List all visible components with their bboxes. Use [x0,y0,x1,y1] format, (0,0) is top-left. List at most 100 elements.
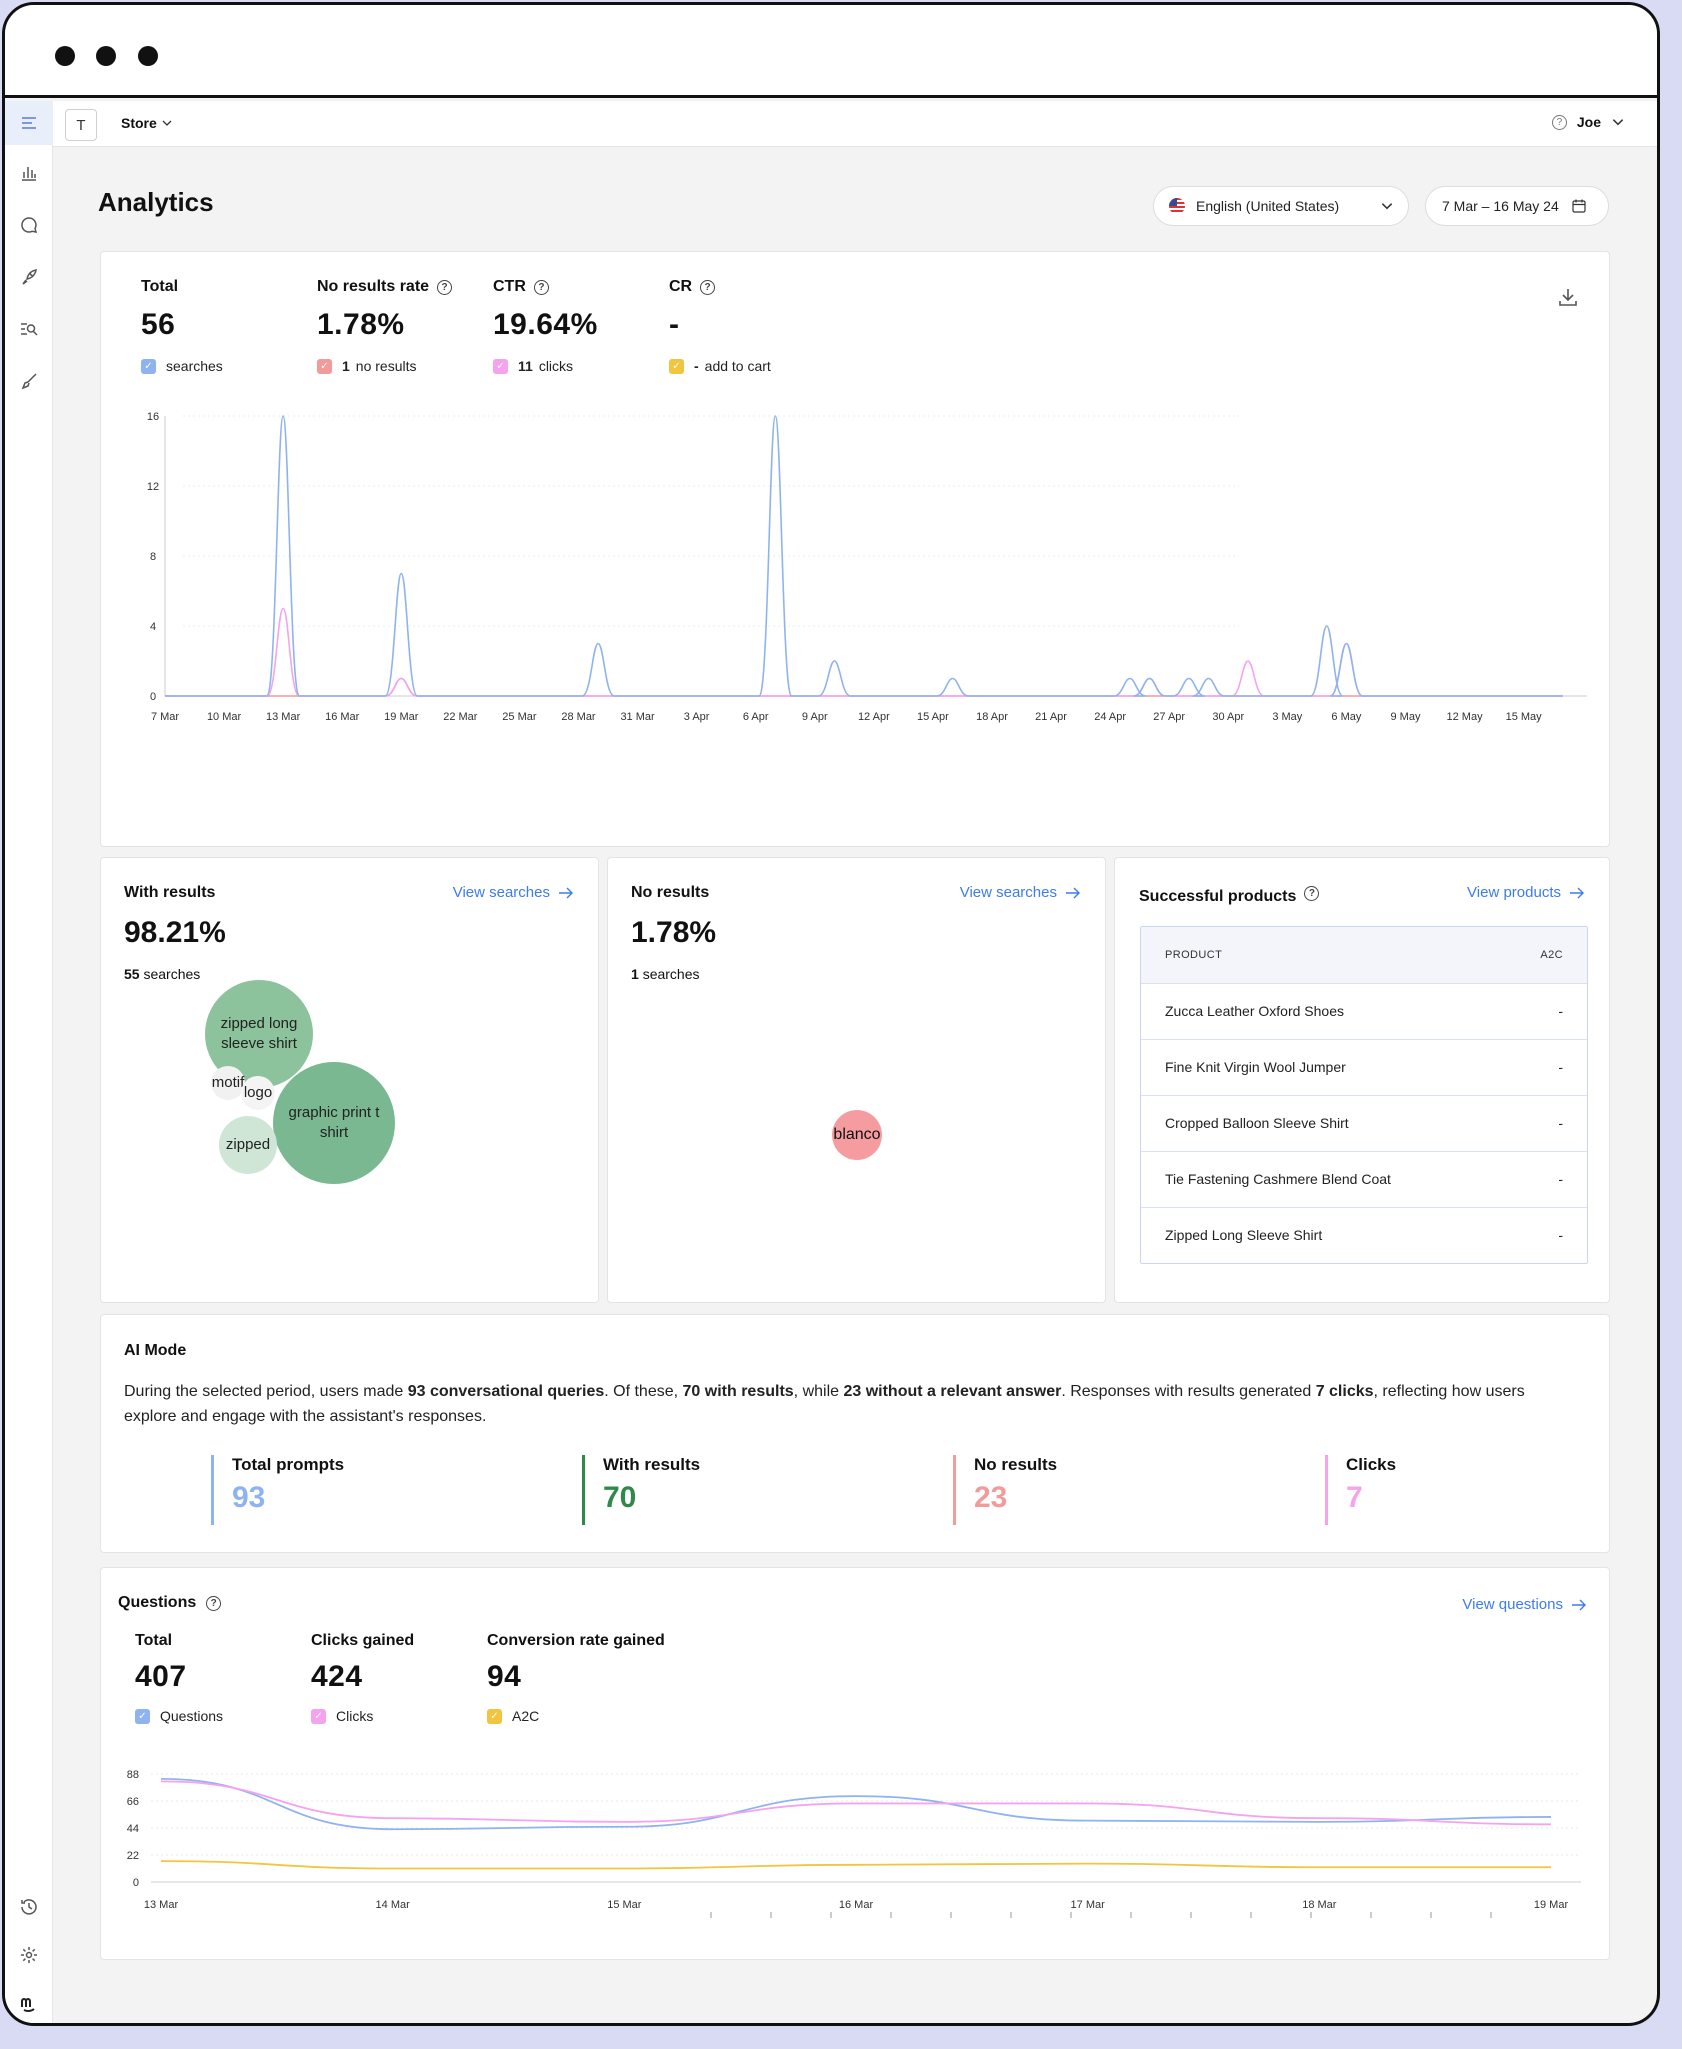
checkbox-icon[interactable]: ✓ [135,1708,150,1724]
bubble[interactable]: zipped [219,1116,277,1174]
bubble[interactable]: graphic print t shirt [273,1062,395,1184]
kpi-legend[interactable]: ✓ 1 no results [317,358,452,374]
ai-stat-label: With results [603,1455,701,1474]
x-tick-label: 13 Mar [144,1899,179,1911]
x-tick-label: 6 Apr [743,711,769,723]
kpi-label-text: CTR [493,278,526,295]
searches-chart: 0 4 8 12 16 7 Mar 10 Mar 13 Mar 16 Mar 19 Mar 22 M… [147,411,1587,723]
window-dot-2[interactable] [96,46,116,66]
bubble-label: zipped [225,1136,271,1153]
brush-icon[interactable] [5,359,53,403]
bubble-label: blanco [833,1126,881,1143]
x-tick-label: 19 Mar [384,711,419,723]
help-icon[interactable]: ? [700,279,716,295]
x-tick-label: 19 Mar [1534,1899,1569,1911]
window-dot-1[interactable] [55,46,75,66]
rocket-icon[interactable] [5,255,53,299]
date-range-picker[interactable]: 7 Mar – 16 May 24 [1425,186,1609,226]
kpi-sub-value: 11 [518,358,533,374]
questions-kpi-label: Clicks gained [311,1632,415,1649]
kpi-legend[interactable]: ✓ searches [141,358,223,374]
questions-kpi-legend[interactable]: ✓ Clicks [311,1708,414,1724]
ai-stat-value: 7 [1346,1481,1363,1514]
ai-stat-label: No results [974,1455,1058,1474]
y-tick-label: 66 [127,1796,139,1808]
questions-kpi-label: Conversion rate gained [487,1632,665,1649]
with-results-count-value: 55 [124,966,140,982]
table-row[interactable]: Zucca Leather Oxford Shoes - [1141,982,1587,1039]
summary-text: . Of these, [604,1383,683,1400]
kpi-value: 1.78% [317,308,405,341]
view-searches-link[interactable]: View searches [453,884,574,901]
bubble-label: motif [211,1074,245,1091]
table-row[interactable]: Cropped Balloon Sleeve Shirt - [1141,1094,1587,1151]
y-tick-label: 12 [147,481,159,493]
history-icon[interactable] [5,1885,53,1929]
menu-icon[interactable] [5,101,53,145]
search-list-icon[interactable] [5,307,53,351]
store-initial: T [76,116,86,134]
chevron-down-icon [1612,119,1624,126]
checkbox-icon[interactable]: ✓ [487,1708,502,1724]
view-products-link[interactable]: View products [1467,884,1585,901]
x-tick-label: 24 Apr [1094,711,1126,723]
ai-stat-label: Total prompts [232,1455,345,1474]
series-clicks [160,1780,1552,1826]
chat-icon[interactable] [5,203,53,247]
date-range-label: 7 Mar – 16 May 24 [1442,198,1559,214]
successful-products-title: Successful products [1139,888,1297,905]
with-results-count: 55 searches [124,966,200,982]
table-row[interactable]: Zipped Long Sleeve Shirt - [1141,1206,1587,1263]
x-tick-label: 30 Apr [1212,711,1244,723]
bubble[interactable]: motif [211,1066,245,1100]
summary-with-results: 70 with results [682,1383,794,1400]
store-selector[interactable]: Store [121,115,173,131]
bubble-label: graphic print t shirt [288,1104,380,1141]
help-icon[interactable]: ? [1304,886,1320,901]
download-icon[interactable] [1557,286,1579,308]
x-tick-label: 12 May [1447,711,1484,723]
bubble[interactable]: blanco [832,1110,882,1160]
questions-header: Questions ? [118,1594,222,1612]
questions-kpi-legend[interactable]: ✓ Questions [135,1708,223,1724]
help-icon[interactable]: ? [533,279,549,295]
analytics-icon[interactable] [5,151,53,195]
help-icon[interactable]: ? [437,279,453,295]
view-questions-link[interactable]: View questions [1462,1596,1587,1613]
checkbox-icon[interactable]: ✓ [311,1708,326,1724]
y-tick-label: 0 [133,1877,139,1889]
product-name: Zipped Long Sleeve Shirt [1141,1206,1496,1263]
checkbox-icon[interactable]: ✓ [493,358,508,374]
no-results-title: No results [631,884,710,901]
window-dot-3[interactable] [138,46,158,66]
store-avatar[interactable]: T [65,109,97,141]
products-table: PRODUCT A2C Zucca Leather Oxford Shoes - F… [1140,926,1588,1264]
table-row[interactable]: Tie Fastening Cashmere Blend Coat - [1141,1150,1587,1207]
with-results-rate: 98.21% [124,916,226,949]
checkbox-icon[interactable]: ✓ [669,358,684,374]
checkbox-icon[interactable]: ✓ [317,358,332,374]
product-a2c: - [1495,982,1587,1039]
language-selector[interactable]: English (United States) [1153,186,1409,226]
kpi-legend[interactable]: ✓ - add to cart [669,358,771,374]
x-tick-label: 13 Mar [266,711,301,723]
questions-kpi: Clicks gained 424 ✓ Clicks [311,1632,414,1724]
kpi-legend[interactable]: ✓ 11 clicks [493,358,598,374]
y-tick-label: 0 [150,691,156,703]
user-menu[interactable]: ? Joe [1551,114,1625,130]
checkbox-icon[interactable]: ✓ [141,358,156,374]
table-row[interactable]: Fine Knit Virgin Wool Jumper - [1141,1038,1587,1095]
product-a2c: - [1495,1206,1587,1263]
help-icon[interactable]: ? [206,1595,222,1611]
bubble[interactable]: logo [241,1076,275,1110]
series-no-results [165,677,1563,697]
x-tick-label: 15 May [1506,711,1543,723]
questions-kpi-legend[interactable]: ✓ A2C [487,1708,665,1724]
y-tick-label: 8 [150,551,156,563]
product-name: Zucca Leather Oxford Shoes [1141,982,1496,1039]
ai-stat: With results 70 [582,1455,700,1525]
view-searches-link[interactable]: View searches [960,884,1081,901]
ai-stat: No results 23 [953,1455,1057,1525]
help-icon[interactable]: ? [1551,114,1567,130]
settings-icon[interactable] [5,1933,53,1977]
